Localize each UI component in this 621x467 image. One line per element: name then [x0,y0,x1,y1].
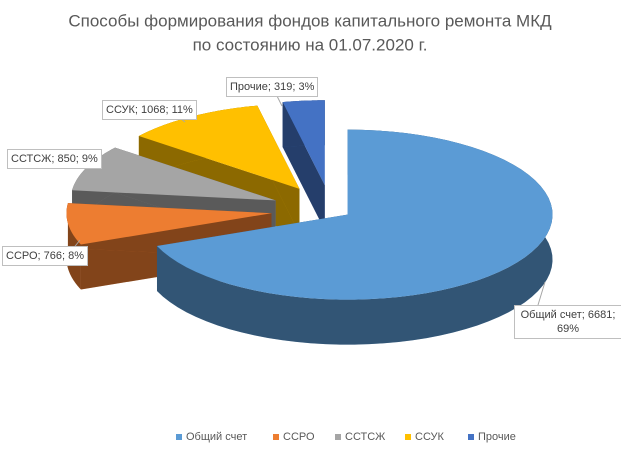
slice [282,100,325,231]
legend-label: ССУК [415,431,445,443]
legend-marker [176,434,182,440]
slice [156,129,553,345]
data-label: ССТСЖ; 850; 9% [7,149,102,169]
chart-title: Способы формирования фондов капитального… [68,11,552,30]
data-label: ССУК; 1068; 11% [102,100,197,120]
legend-label: ССРО [283,431,315,443]
slice-top [156,129,553,300]
legend-marker [335,434,341,440]
slice-top [72,147,276,201]
slice-top [138,105,300,189]
data-label: Прочие; 319; 3% [226,77,319,97]
legend-marker [273,434,279,440]
data-label: Общий счет; 6681; 69% [514,305,621,339]
data-label: ССРО; 766; 8% [2,246,89,266]
leader-line [537,281,546,306]
chart-subtitle: по состоянию на 01.07.2020 г. [193,35,428,54]
legend-label: Прочие [478,431,516,443]
legend-marker [468,434,474,440]
slice-top [66,203,272,245]
legend-label: ССТСЖ [345,431,385,443]
slice-top [282,100,325,186]
legend-label: Общий счет [186,431,247,443]
legend-marker [405,434,411,440]
